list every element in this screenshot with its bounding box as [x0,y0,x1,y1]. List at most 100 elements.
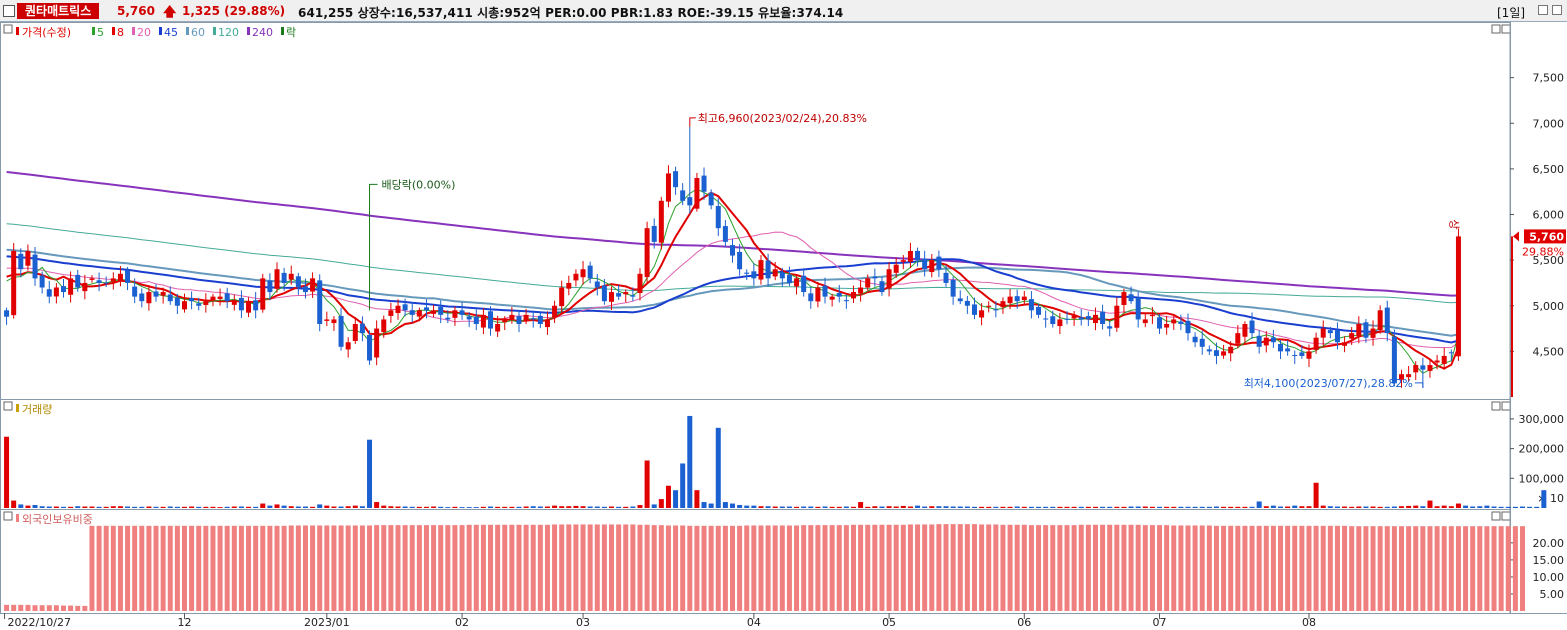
candle-body [1292,354,1298,356]
candle-body [210,296,216,301]
x-tick-label: 2022/10/27 [8,616,71,629]
foreign-bar [331,525,337,611]
candle-body [1327,330,1333,334]
candle-body [630,295,636,297]
panel-maximize-icon[interactable] [1491,401,1501,411]
volume-bar [68,506,74,508]
volume-bar [530,506,536,508]
volume-bar [843,506,849,508]
panel-menu-icon[interactable] [3,401,13,411]
volume-bar [281,505,287,508]
candle-body [423,307,429,311]
foreign-bar [680,525,686,611]
candle-body [452,310,458,318]
foreign-bar [1171,525,1177,611]
panel-menu-icon[interactable] [3,511,13,521]
title-bar: 퀀타매트릭스 5,760 🡅 1,325 (29.88%) 641,255 상장… [0,0,1567,22]
panel-maximize-icon[interactable] [1491,24,1501,34]
volume-bar [1334,506,1340,508]
foreign-bar [993,524,999,611]
foreign-bar [160,525,166,611]
candle-body [1399,374,1405,380]
candle-body [381,319,387,333]
foreign-bar [125,525,131,611]
foreign-bar [1043,525,1049,611]
volume-bar [1078,506,1084,508]
foreign-bar [971,524,977,611]
x-tick-label: 03 [576,616,590,629]
candle-body [1391,336,1397,384]
panel-close-icon[interactable] [1501,24,1511,34]
volume-bar [808,506,814,508]
candle-body [1078,317,1084,320]
candle-body [687,197,693,206]
foreign-bar [786,525,792,611]
candle-body [1434,360,1440,363]
volume-bar [1327,506,1333,508]
candle-body [1420,365,1426,370]
candle-body [580,269,586,278]
restore-icon[interactable] [1538,5,1548,15]
legend-ma-label: 60 [191,26,205,39]
volume-bar [1064,506,1070,508]
volume-bar [1320,505,1326,508]
window-checkbox[interactable] [3,5,15,17]
foreign-bar [1519,526,1525,611]
foreign-bar [530,524,536,611]
foreign-bar [338,525,344,611]
legend-ma-marker [247,27,250,35]
volume-unit-label: × 10 [1537,492,1564,505]
candle-body [573,273,579,281]
foreign-bar [1313,525,1319,611]
foreign-bar [886,524,892,611]
period-selector[interactable]: [1일] [1497,6,1526,20]
panel-close-icon[interactable] [1501,511,1511,521]
candle-body [1356,324,1362,337]
candle-body [359,323,365,334]
volume-bar [46,506,52,508]
close-icon[interactable] [1552,5,1562,15]
candle-body [765,260,771,279]
volume-bar [224,506,230,508]
candle-body [60,286,66,293]
volume-bar [616,506,622,508]
panel-close-icon[interactable] [1501,401,1511,411]
candle-body [872,276,878,279]
foreign-bar [559,524,565,611]
foreign-bar [480,524,486,611]
foreign-bar [1249,525,1255,611]
candle-body [160,292,166,296]
candle-body [1249,320,1255,334]
foreign-bar [1206,525,1212,611]
last-price-pointer-icon [1513,231,1519,242]
volume-bar [872,506,878,508]
candle-body [1377,310,1383,330]
foreign-bar [359,525,365,611]
candle-body [331,319,337,324]
panel-maximize-icon[interactable] [1491,511,1501,521]
candle-body [110,278,116,282]
volume-bar [1363,506,1369,508]
foreign-bar [858,524,864,611]
foreign-bar [1420,526,1426,611]
volume-bar [431,506,437,508]
volume-bar [4,436,10,508]
volume-bar [886,506,892,508]
volume-bar [139,506,145,508]
candle-body [1221,351,1227,356]
dividend-annotation: 배당락(0.00%) [382,178,456,191]
foreign-bar [352,525,358,611]
candle-body [843,300,849,302]
volume-bar [1484,505,1490,508]
volume-bar [836,506,842,508]
candle-body [1313,337,1319,350]
panel-menu-icon[interactable] [3,24,13,34]
foreign-bar [1463,526,1469,611]
foreign-bar [274,525,280,611]
foreign-bar [1377,526,1383,611]
volume-bar [637,505,643,508]
foreign-bar [1399,526,1405,611]
stock-name[interactable]: 퀀타매트릭스 [17,3,100,19]
volume-bar [794,506,800,508]
